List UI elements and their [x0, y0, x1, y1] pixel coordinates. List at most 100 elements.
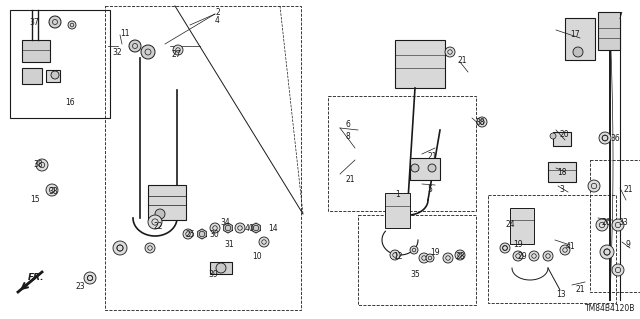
Circle shape	[129, 40, 141, 52]
Circle shape	[235, 223, 245, 233]
Circle shape	[419, 253, 429, 263]
Bar	[410, 158, 440, 180]
Text: 21: 21	[345, 175, 355, 184]
Text: 6: 6	[345, 120, 350, 129]
Text: 27: 27	[171, 50, 180, 59]
Circle shape	[411, 164, 419, 172]
Text: 32: 32	[112, 48, 122, 57]
Circle shape	[148, 215, 162, 229]
Circle shape	[513, 251, 523, 261]
Text: 1: 1	[395, 190, 400, 199]
Circle shape	[113, 241, 127, 255]
Bar	[510, 208, 534, 244]
Text: 21: 21	[623, 185, 632, 194]
Circle shape	[543, 251, 553, 261]
Text: 23: 23	[76, 282, 86, 291]
Circle shape	[596, 219, 608, 231]
Text: 19: 19	[513, 240, 523, 249]
Circle shape	[445, 47, 455, 57]
Circle shape	[183, 229, 193, 239]
Text: 21: 21	[576, 285, 586, 294]
Text: 13: 13	[556, 290, 566, 299]
Text: 10: 10	[252, 252, 262, 261]
Text: 20: 20	[560, 130, 570, 139]
Text: 24: 24	[505, 220, 515, 229]
Circle shape	[49, 16, 61, 28]
Bar	[46, 70, 60, 82]
Bar	[565, 18, 595, 60]
Text: 2: 2	[215, 8, 220, 17]
Bar	[328, 96, 476, 211]
Bar	[590, 160, 640, 292]
Text: 18: 18	[557, 168, 566, 177]
Text: 22: 22	[154, 222, 163, 231]
Circle shape	[612, 264, 624, 276]
Text: 25: 25	[186, 230, 196, 239]
Circle shape	[560, 245, 570, 255]
Circle shape	[410, 246, 418, 254]
Text: 36: 36	[610, 134, 620, 143]
Text: 17: 17	[570, 30, 580, 39]
Text: 11: 11	[120, 29, 129, 38]
Text: 19: 19	[430, 248, 440, 257]
Circle shape	[390, 250, 400, 260]
Circle shape	[141, 45, 155, 59]
Text: 37: 37	[29, 18, 39, 27]
Text: 41: 41	[566, 242, 575, 251]
Text: 3: 3	[559, 185, 564, 194]
Text: 14: 14	[268, 224, 278, 233]
Circle shape	[529, 251, 539, 261]
Circle shape	[477, 117, 487, 127]
Text: 21: 21	[427, 152, 436, 161]
Circle shape	[500, 243, 510, 253]
Bar	[553, 132, 571, 146]
Text: 38: 38	[475, 118, 484, 127]
Text: TM84B4120B: TM84B4120B	[584, 304, 635, 313]
Text: 7: 7	[617, 12, 622, 21]
Text: 15: 15	[30, 195, 40, 204]
Polygon shape	[223, 223, 232, 233]
Text: 4: 4	[215, 16, 220, 25]
Bar	[148, 185, 186, 220]
Text: 9: 9	[626, 240, 631, 249]
Bar	[22, 40, 50, 62]
Circle shape	[573, 47, 583, 57]
Text: 5: 5	[427, 185, 432, 194]
Bar	[385, 193, 410, 228]
Bar	[488, 195, 616, 303]
Circle shape	[173, 45, 183, 55]
Circle shape	[51, 71, 59, 79]
Text: 34: 34	[220, 218, 230, 227]
Text: 30: 30	[209, 230, 219, 239]
Circle shape	[210, 223, 220, 233]
Bar	[548, 162, 576, 182]
Text: 16: 16	[65, 98, 75, 107]
Circle shape	[612, 219, 624, 231]
Bar	[105, 6, 301, 310]
Text: FR.: FR.	[28, 273, 45, 283]
Text: 38: 38	[48, 187, 58, 196]
Circle shape	[588, 180, 600, 192]
Text: 40: 40	[245, 224, 255, 233]
Bar	[22, 68, 42, 84]
Bar	[598, 12, 620, 50]
Polygon shape	[198, 229, 206, 239]
Text: 39: 39	[208, 270, 218, 279]
Circle shape	[443, 253, 453, 263]
Text: 28: 28	[455, 252, 465, 261]
Text: 31: 31	[224, 240, 234, 249]
Text: 26: 26	[601, 218, 611, 227]
Circle shape	[426, 254, 434, 262]
Circle shape	[155, 209, 165, 219]
Circle shape	[259, 237, 269, 247]
Bar	[210, 262, 232, 274]
Text: 29: 29	[518, 252, 527, 261]
Bar	[395, 40, 445, 88]
Text: 21: 21	[458, 56, 467, 65]
Bar	[358, 215, 476, 305]
Text: 38: 38	[33, 160, 43, 169]
Circle shape	[600, 245, 614, 259]
Circle shape	[550, 133, 556, 139]
Circle shape	[36, 159, 48, 171]
Circle shape	[428, 164, 436, 172]
